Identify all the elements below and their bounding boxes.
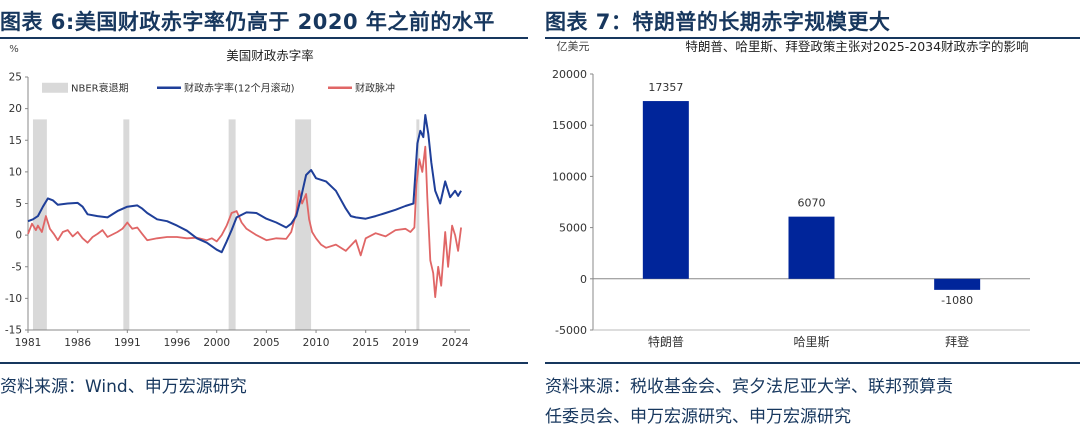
- y-tick-label: -5: [12, 261, 22, 273]
- y-tick-label: 15000: [552, 119, 587, 132]
- legend-recession-label: NBER衰退期: [71, 81, 129, 94]
- y-tick-label: 10000: [552, 170, 587, 183]
- recession-band: [228, 119, 236, 330]
- y-tick-label: -15: [5, 325, 22, 337]
- left-source-rule: [0, 362, 528, 364]
- impulse-series-line: [27, 145, 462, 298]
- right-title-rule: [545, 37, 1080, 39]
- left-y-unit: %: [9, 44, 19, 55]
- bar: [642, 101, 689, 279]
- left-figure-title: 图表 6:美国财政赤字率仍高于 2020 年之前的水平: [0, 10, 495, 34]
- bar: [788, 216, 835, 279]
- x-tick-label: 1986: [64, 337, 91, 349]
- x-category-label: 拜登: [945, 334, 969, 349]
- y-tick-label: 5000: [559, 222, 587, 235]
- left-source-note: 资料来源：Wind、申万宏源研究: [0, 377, 247, 397]
- recession-band: [416, 119, 420, 330]
- bar-value-label: -1080: [941, 294, 973, 307]
- y-tick-label: -10: [5, 293, 22, 305]
- y-tick-label: 0: [580, 273, 587, 286]
- y-tick-label: 10: [9, 166, 22, 178]
- y-tick-label: 15: [9, 135, 22, 147]
- x-tick-label: 2019: [392, 337, 419, 349]
- x-tick-label: 1996: [164, 337, 191, 349]
- x-category-label: 哈里斯: [793, 335, 829, 349]
- legend-recession-swatch: [42, 82, 68, 93]
- y-tick-label: 0: [15, 230, 22, 242]
- recession-band: [32, 119, 47, 330]
- y-tick-label: 20000: [552, 68, 587, 81]
- y-tick-label: 20: [9, 103, 22, 115]
- deficit-bar-chart: 亿美元 特朗普、哈里斯、拜登政策主张对2025-2034财政赤字的影响 -500…: [552, 40, 1030, 349]
- x-tick-label: 2000: [203, 337, 230, 349]
- left-chart-title: 美国财政赤字率: [226, 48, 314, 63]
- left-figure-panel: 图表 6:美国财政赤字率仍高于 2020 年之前的水平 美国财政赤字率 % -1…: [0, 0, 528, 435]
- right-figure-panel: 图表 7：特朗普的长期赤字规模更大 亿美元 特朗普、哈里斯、拜登政策主张对202…: [545, 0, 1080, 435]
- bar-value-label: 6070: [798, 197, 826, 210]
- right-y-unit: 亿美元: [557, 40, 590, 53]
- right-source-rule: [545, 362, 1080, 364]
- x-tick-label: 2005: [253, 337, 280, 349]
- x-tick-label: 1991: [114, 337, 141, 349]
- x-tick-label: 1981: [15, 337, 42, 349]
- right-source-line-1: 资料来源：税收基金会、宾夕法尼亚大学、联邦预算责: [545, 377, 953, 397]
- bar: [934, 278, 981, 290]
- x-tick-label: 2010: [303, 337, 330, 349]
- right-chart-title: 特朗普、哈里斯、拜登政策主张对2025-2034财政赤字的影响: [685, 40, 1028, 54]
- deficit-line-chart: 美国财政赤字率 % -15 -10 -5 0 5 10 15 20 25 1981 1986 1991…: [5, 44, 470, 349]
- right-source-line-2: 任委员会、申万宏源研究、申万宏源研究: [545, 407, 851, 427]
- x-category-label: 特朗普: [648, 334, 684, 349]
- left-title-rule: [0, 37, 528, 39]
- recession-band: [295, 119, 312, 330]
- y-tick-label: 25: [9, 72, 22, 84]
- bar-value-label: 17357: [648, 81, 683, 94]
- x-tick-label: 2024: [442, 337, 469, 349]
- legend-impulse-label: 财政脉冲: [355, 81, 395, 94]
- right-source-note: 资料来源：税收基金会、宾夕法尼亚大学、联邦预算责 任委员会、申万宏源研究、申万宏…: [545, 372, 953, 432]
- right-figure-title: 图表 7：特朗普的长期赤字规模更大: [545, 10, 891, 34]
- y-tick-label: 5: [15, 198, 22, 210]
- deficit-series-line: [27, 114, 462, 254]
- y-tick-label: -5000: [555, 324, 587, 337]
- legend-deficit-label: 财政赤字率(12个月滚动): [184, 81, 295, 94]
- x-tick-label: 2015: [352, 337, 379, 349]
